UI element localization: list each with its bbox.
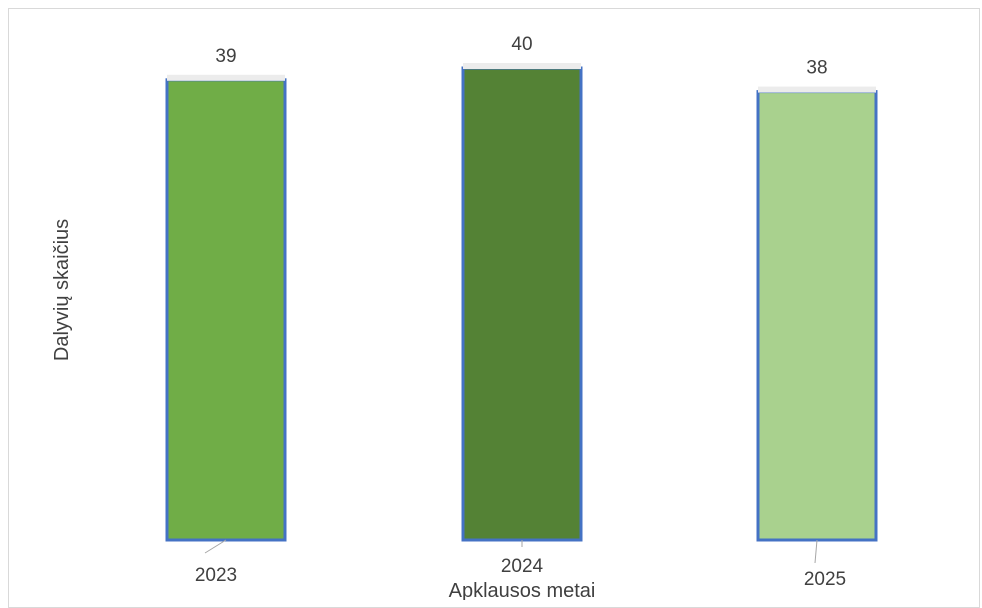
y-axis-label: Dalyvių skaičius [51,219,73,361]
bar-cap-2023 [167,74,285,81]
data-label-2023: 39 [215,46,236,67]
bars-group: 39 2023 40 2024 38 2025 [165,34,878,590]
bar-2024 [461,66,583,542]
bar-2025 [756,90,878,542]
tick-label-2023: 2023 [195,565,237,586]
tick-leader-2025 [814,539,818,564]
bar-cap-2025 [758,86,876,93]
data-label-2025: 38 [806,58,827,79]
bar-cap-2024 [463,63,581,69]
tick-label-2025: 2025 [804,569,846,590]
data-label-2024: 40 [511,34,532,55]
bar-2023 [165,78,287,542]
x-axis-label: Apklausos metai [449,580,596,600]
tick-leader-2023 [204,539,227,554]
tick-label-2024: 2024 [501,556,544,577]
